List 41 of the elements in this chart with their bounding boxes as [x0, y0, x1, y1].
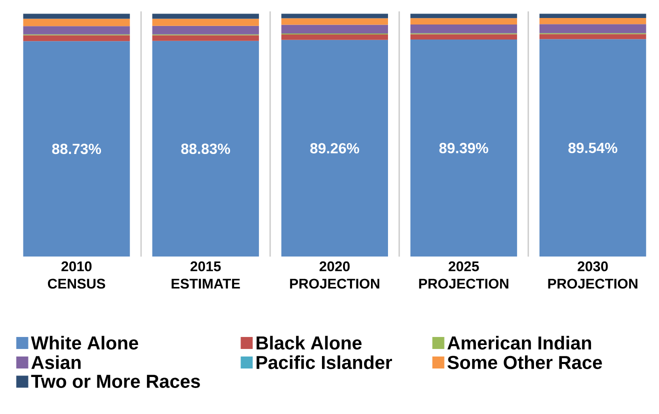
bar: [410, 18, 518, 24]
bar: [281, 40, 388, 257]
bar: [281, 18, 388, 25]
bar: [539, 14, 646, 18]
bar: [539, 24, 646, 34]
bar: [410, 14, 518, 18]
bar: [539, 39, 646, 257]
bar: [410, 40, 518, 257]
data-label: 88.83%: [181, 144, 230, 154]
bar: [152, 35, 259, 41]
x-tick-label: 2025 PROJECTION: [419, 261, 508, 289]
legend-label: Black Alone: [256, 336, 362, 350]
x-tick-label: 2015 ESTIMATE: [172, 261, 240, 289]
legend-label: Some Other Race: [448, 355, 602, 370]
x-tick-label: 2030 PROJECTION: [548, 261, 638, 289]
data-label: 89.54%: [568, 142, 618, 154]
legend-label: Asian: [31, 355, 81, 370]
bar: [281, 24, 388, 34]
data-label: 88.73%: [52, 144, 102, 154]
bar: [23, 35, 130, 42]
legend-label: Two or More Races: [31, 374, 200, 388]
bar: [23, 18, 130, 26]
bar: [152, 40, 259, 257]
bar: [410, 24, 518, 34]
bar: [539, 18, 646, 24]
legend-label: Pacific Islander: [256, 355, 392, 370]
legend-label: American Indian: [447, 336, 592, 350]
legend-label: White Alone: [30, 336, 138, 350]
bar: [152, 26, 259, 34]
bar: [539, 34, 646, 40]
bar: [23, 26, 130, 34]
x-tick-label: 2010 CENSUS: [48, 261, 106, 289]
data-label: 89.26%: [310, 143, 360, 154]
data-label: 89.39%: [439, 142, 488, 154]
bar: [23, 14, 130, 19]
bar: [410, 34, 518, 40]
x-tick-label: 2020 PROJECTION: [290, 261, 380, 289]
bar: [152, 18, 259, 26]
bar: [152, 14, 259, 19]
bar: [281, 34, 388, 40]
bar: [23, 41, 130, 257]
